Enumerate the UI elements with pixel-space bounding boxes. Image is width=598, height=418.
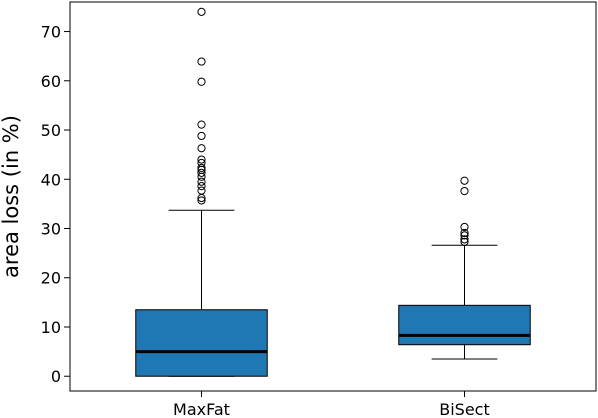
outlier-point [197, 120, 206, 129]
y-tick-label: 0 [51, 367, 61, 386]
outlier-point [460, 237, 469, 246]
outlier-point [197, 57, 206, 66]
outlier-point [197, 177, 206, 186]
y-tick-label: 30 [41, 220, 61, 239]
y-tick-label: 40 [41, 170, 61, 189]
outlier-point [197, 186, 206, 195]
x-tick-label: BiSect [439, 400, 490, 418]
outlier-point [460, 222, 469, 232]
y-axis-label: area loss (in %) [0, 115, 23, 278]
outlier-point [197, 77, 206, 86]
outlier-point [197, 196, 206, 205]
y-tick-label: 70 [41, 23, 61, 42]
outlier-point [197, 158, 206, 168]
x-tick-label: MaxFat [173, 400, 230, 418]
outlier-point [460, 231, 469, 240]
plot-frame [69, 1, 597, 392]
outlier-point [460, 176, 469, 185]
outlier-point [460, 235, 469, 244]
outlier-point [197, 7, 206, 16]
outlier-point [197, 144, 206, 153]
plot-area: 0 10 20 30 40 50 60 70 MaxFat BiSect [41, 1, 597, 418]
box-maxfat [135, 309, 268, 377]
y-tick-label: 50 [41, 121, 61, 140]
outlier-point [197, 163, 206, 173]
outlier-point [460, 186, 469, 196]
outlier-point [197, 168, 206, 177]
outlier-point [460, 228, 469, 238]
y-tick-label: 10 [41, 318, 61, 337]
outlier-point [197, 131, 206, 141]
box-bisect [398, 304, 531, 346]
outlier-point [197, 155, 206, 164]
outlier-point [197, 182, 206, 191]
y-tick-label: 60 [41, 72, 61, 91]
y-tick-label: 20 [41, 269, 61, 288]
